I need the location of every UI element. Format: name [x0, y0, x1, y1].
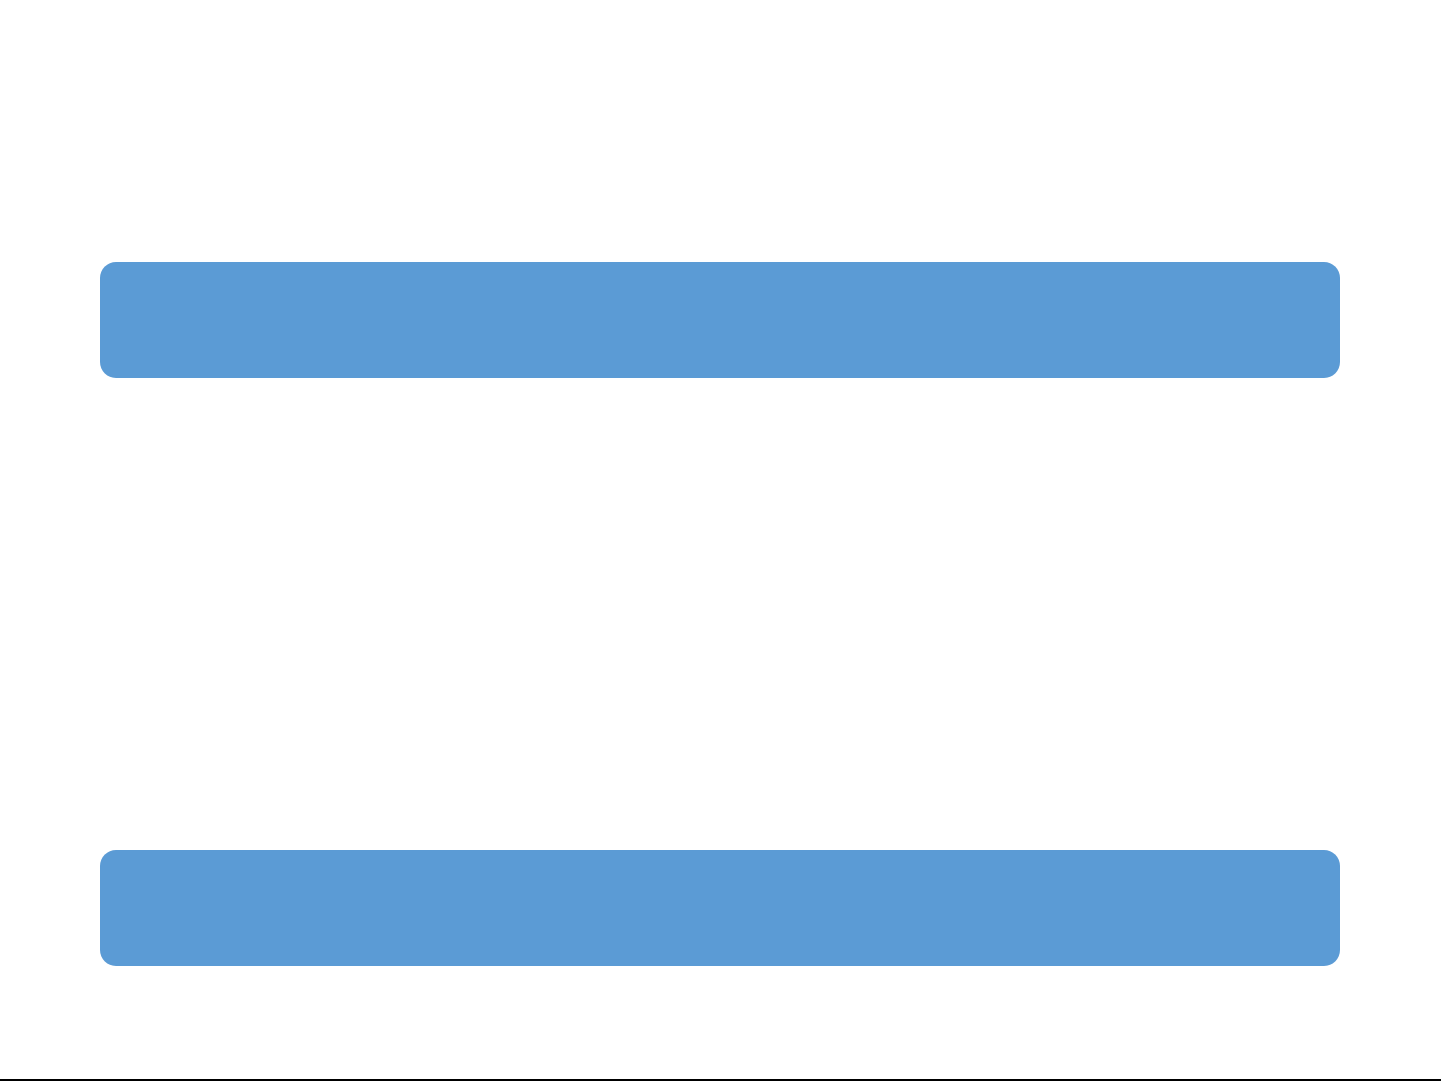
blue-banner-bar-top [100, 262, 1340, 378]
blue-banner-bar-bottom [100, 850, 1340, 966]
bottom-divider [0, 1079, 1441, 1081]
